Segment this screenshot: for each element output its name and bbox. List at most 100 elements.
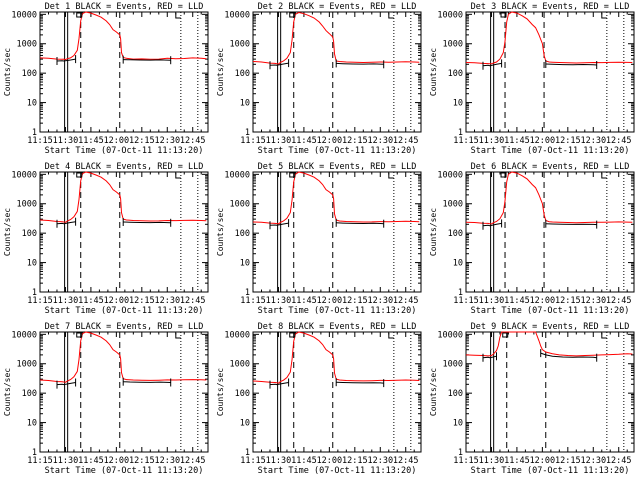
state-marker — [388, 173, 394, 179]
state-marker — [76, 12, 83, 18]
x-tick-label: 11:15 — [453, 136, 479, 146]
x-tick-label: 11:45 — [78, 136, 104, 146]
series-events-line — [269, 382, 289, 386]
series-events-line — [123, 59, 171, 61]
x-tick-label: 12:00 — [317, 456, 343, 466]
panel-det-5: Det 5 BLACK = Events, RED = LLD 11:15 11:3… — [216, 162, 422, 316]
panel-det-9: Det 9 BLACK = Events, RED = LLD 11:15 11:3… — [429, 322, 635, 476]
x-tick-label: 11:30 — [266, 296, 292, 306]
y-tick-label: 100 — [235, 69, 250, 79]
y-tick-label: 1 — [458, 288, 463, 298]
y-tick-label: 1000 — [443, 360, 463, 370]
state-marker — [502, 332, 509, 338]
x-tick-label: 12:00 — [104, 456, 130, 466]
y-tick-label: 10 — [240, 259, 250, 269]
panel-det-7: Det 7 BLACK = Events, RED = LLD 11:15 11:3… — [3, 322, 209, 476]
state-marker — [601, 333, 607, 339]
x-tick-label: 12:15 — [555, 296, 581, 306]
x-tick-label: 12:15 — [342, 296, 368, 306]
y-tick-label: 1000 — [17, 360, 37, 370]
series-events-line — [545, 223, 597, 226]
y-axis-label: Counts/sec — [429, 368, 438, 416]
x-tick-label: 11:45 — [78, 456, 104, 466]
series-events-line — [482, 62, 502, 67]
panel-title: Det 9 BLACK = Events, RED = LLD — [471, 322, 630, 332]
y-tick-label: 10000 — [11, 330, 37, 340]
y-tick-label: 10 — [240, 99, 250, 109]
y-tick-label: 10000 — [437, 170, 463, 180]
x-tick-label: 12:00 — [104, 296, 130, 306]
y-axis-label: Counts/sec — [429, 48, 438, 96]
series-lld-line — [252, 331, 420, 384]
panel-title: Det 6 BLACK = Events, RED = LLD — [471, 162, 630, 172]
y-tick-label: 1000 — [17, 40, 37, 50]
state-marker — [76, 332, 83, 338]
series-events-line — [56, 58, 76, 62]
y-axis-label: Counts/sec — [216, 48, 225, 96]
x-tick-label: 12:00 — [530, 296, 556, 306]
y-tick-label: 1 — [245, 448, 250, 458]
x-tick-label: 12:45 — [393, 456, 419, 466]
series-lld-line — [465, 171, 633, 225]
x-tick-label: 11:45 — [504, 456, 530, 466]
x-tick-label: 11:30 — [479, 456, 505, 466]
y-tick-label: 10 — [453, 99, 463, 109]
x-tick-label: 12:00 — [104, 136, 130, 146]
x-tick-label: 12:00 — [530, 136, 556, 146]
panel-title: Det 5 BLACK = Events, RED = LLD — [258, 162, 417, 172]
panel-det-4: Det 4 BLACK = Events, RED = LLD 11:15 11:3… — [3, 162, 209, 316]
x-axis-label: Start Time (07-Oct-11 11:13:20) — [471, 146, 630, 156]
x-tick-label: 12:45 — [393, 296, 419, 306]
x-tick-label: 11:45 — [291, 456, 317, 466]
y-tick-label: 10000 — [437, 330, 463, 340]
y-tick-label: 1 — [32, 448, 37, 458]
panel-title: Det 3 BLACK = Events, RED = LLD — [471, 2, 630, 12]
y-tick-label: 10000 — [224, 10, 250, 20]
series-events-line — [540, 352, 597, 359]
x-axis-label: Start Time (07-Oct-11 11:13:20) — [45, 466, 204, 476]
x-tick-label: 11:15 — [27, 136, 53, 146]
y-tick-label: 100 — [22, 69, 37, 79]
x-tick-label: 11:15 — [240, 136, 266, 146]
y-tick-label: 100 — [22, 389, 37, 399]
y-tick-label: 1000 — [230, 40, 250, 50]
series-events-line — [336, 62, 384, 65]
state-marker — [175, 333, 181, 339]
x-tick-label: 12:30 — [367, 296, 393, 306]
series-lld-line — [39, 11, 207, 61]
x-tick-label: 12:00 — [317, 296, 343, 306]
y-tick-label: 10000 — [11, 170, 37, 180]
x-tick-label: 12:45 — [180, 456, 206, 466]
series-lld-line — [39, 331, 207, 383]
panel-det-6: Det 6 BLACK = Events, RED = LLD 11:15 11:3… — [429, 162, 635, 316]
panel-title: Det 2 BLACK = Events, RED = LLD — [258, 2, 417, 12]
plot-frame — [39, 171, 209, 293]
x-tick-label: 12:45 — [606, 296, 632, 306]
state-marker — [500, 172, 507, 178]
y-tick-label: 10 — [453, 259, 463, 269]
y-axis-label: Counts/sec — [429, 208, 438, 256]
series-lld-line — [39, 171, 207, 223]
plot-frame — [252, 331, 422, 453]
x-axis-label: Start Time (07-Oct-11 11:13:20) — [258, 146, 417, 156]
y-tick-label: 100 — [235, 229, 250, 239]
state-marker — [601, 13, 607, 19]
y-tick-label: 10000 — [437, 10, 463, 20]
x-axis-label: Start Time (07-Oct-11 11:13:20) — [471, 306, 630, 316]
plot-frame — [252, 171, 422, 293]
panel-det-3: Det 3 BLACK = Events, RED = LLD 11:15 11:3… — [429, 2, 635, 156]
x-tick-label: 12:00 — [530, 456, 556, 466]
y-tick-label: 1 — [32, 128, 37, 138]
x-tick-label: 12:45 — [180, 296, 206, 306]
series-events-line — [123, 381, 171, 383]
state-marker — [175, 173, 181, 179]
x-tick-label: 12:30 — [154, 456, 180, 466]
x-tick-label: 11:15 — [240, 456, 266, 466]
y-tick-label: 10 — [453, 419, 463, 429]
plot-frame — [465, 11, 635, 133]
y-tick-label: 100 — [22, 229, 37, 239]
x-tick-label: 12:30 — [154, 136, 180, 146]
x-tick-label: 12:15 — [342, 136, 368, 146]
panel-title: Det 1 BLACK = Events, RED = LLD — [45, 2, 204, 12]
x-tick-label: 12:30 — [580, 136, 606, 146]
